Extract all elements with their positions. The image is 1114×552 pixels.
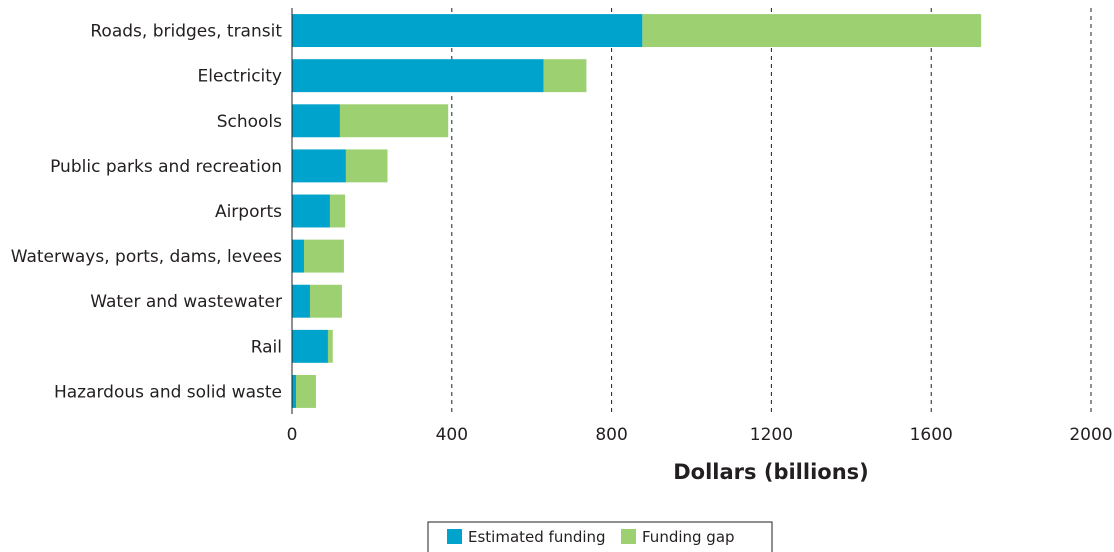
bar-funding-3 (292, 149, 346, 183)
bar-funding-1 (292, 59, 544, 93)
category-label-4: Airports (215, 202, 282, 222)
bar-funding-7 (292, 329, 328, 363)
category-label-1: Electricity (198, 67, 282, 87)
category-label-8: Hazardous and solid waste (54, 382, 282, 402)
bar-funding-8 (292, 374, 296, 408)
legend-swatch-0 (447, 529, 462, 544)
x-axis-title: Dollars (billions) (673, 460, 869, 484)
legend-label-0: Estimated funding (468, 528, 606, 546)
x-tick-400: 400 (436, 425, 468, 445)
legend-box (427, 521, 773, 552)
x-tick-1200: 1200 (750, 425, 793, 445)
bars (292, 14, 982, 408)
bar-funding-5 (292, 239, 304, 273)
x-tick-labels: 0 400 800 1200 1600 2000 (287, 425, 1113, 445)
bar-funding-4 (292, 194, 330, 228)
gridlines (451, 8, 1092, 414)
bar-gap-4 (329, 194, 346, 228)
bar-gap-8 (295, 374, 316, 408)
legend-label-1: Funding gap (642, 528, 735, 546)
bar-funding-6 (292, 284, 310, 318)
bar-funding-0 (292, 14, 643, 48)
x-tick-0: 0 (287, 425, 298, 445)
legend: Estimated funding Funding gap (427, 521, 773, 552)
category-label-5: Waterways, ports, dams, levees (11, 247, 282, 267)
bar-gap-2 (339, 104, 449, 138)
bar-gap-0 (642, 14, 982, 48)
bar-gap-1 (543, 59, 587, 93)
category-label-7: Rail (251, 337, 282, 357)
category-label-0: Roads, bridges, transit (90, 22, 282, 42)
bar-gap-7 (327, 329, 333, 363)
category-label-3: Public parks and recreation (50, 157, 282, 177)
bar-funding-2 (292, 104, 340, 138)
legend-swatch-1 (621, 529, 636, 544)
category-labels: Roads, bridges, transit Electricity School… (11, 22, 283, 403)
x-tick-2000: 2000 (1069, 425, 1112, 445)
bar-gap-6 (309, 284, 342, 318)
bar-gap-3 (345, 149, 388, 183)
x-tick-1600: 1600 (910, 425, 953, 445)
x-tick-800: 800 (595, 425, 627, 445)
bar-gap-5 (303, 239, 344, 273)
category-label-6: Water and wastewater (90, 292, 282, 312)
category-label-2: Schools (217, 112, 282, 132)
